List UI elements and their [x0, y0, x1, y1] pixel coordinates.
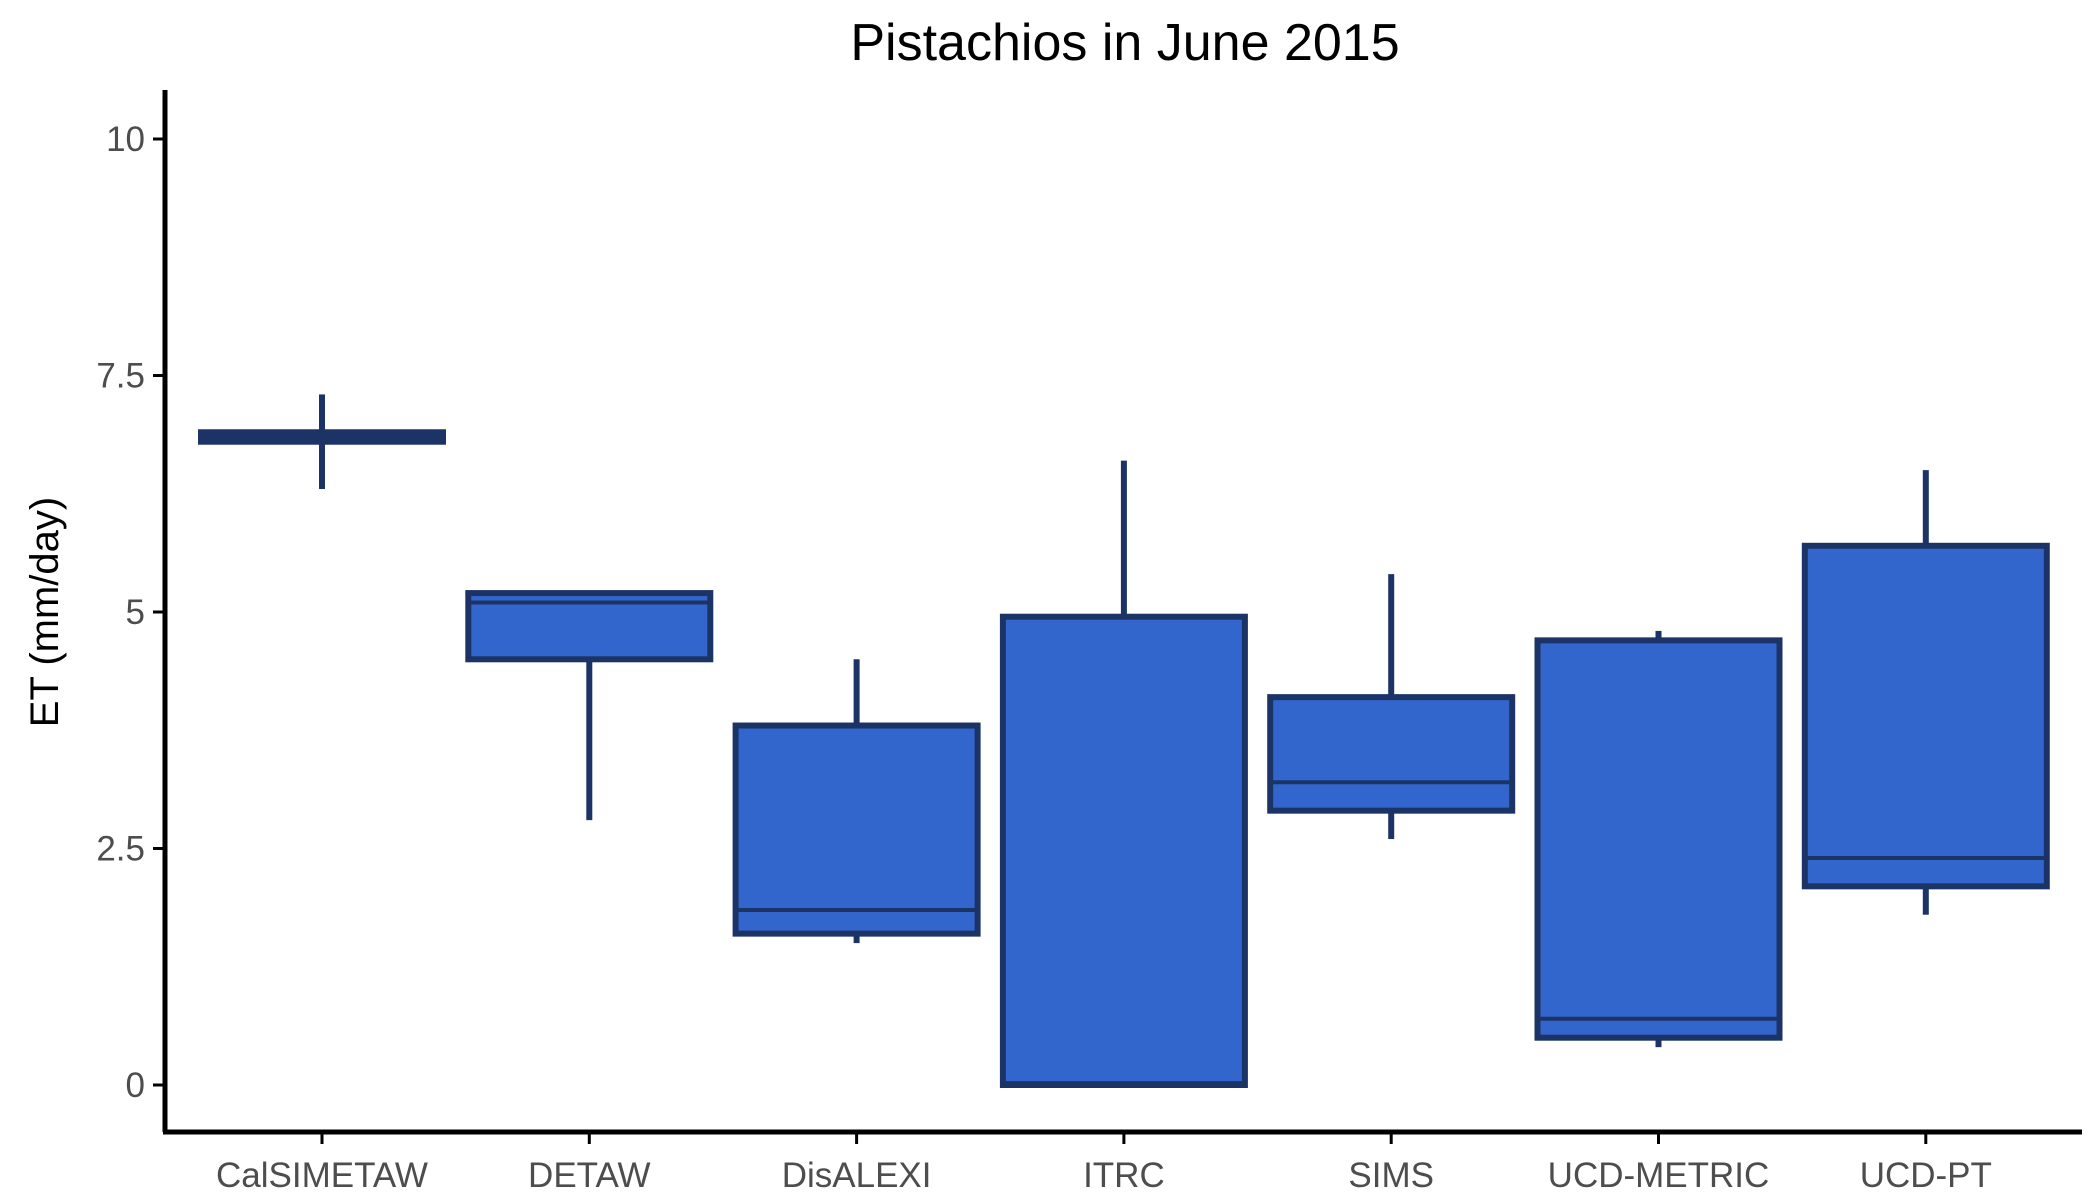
- x-tick-label: UCD-METRIC: [1548, 1156, 1770, 1195]
- box-body: [732, 722, 981, 937]
- x-tick-label: SIMS: [1348, 1156, 1434, 1195]
- x-tick-label: ITRC: [1083, 1156, 1165, 1195]
- x-tick-label: UCD-PT: [1860, 1156, 1992, 1195]
- y-tick-label: 10: [106, 120, 145, 159]
- y-tick-label: 5: [126, 593, 145, 632]
- box-group-calsimetaw: [198, 394, 446, 490]
- plot-area: [198, 394, 2050, 1088]
- y-tick-label: 2.5: [96, 830, 145, 869]
- box-group-disalexi: [732, 659, 981, 944]
- box-group-ucd-metric: [1534, 630, 1783, 1048]
- box-body: [1267, 694, 1516, 814]
- chart-title: Pistachios in June 2015: [850, 14, 1399, 72]
- box-body: [1534, 637, 1783, 1041]
- box-group-detaw: [465, 590, 714, 821]
- x-tick-label: DisALEXI: [782, 1156, 932, 1195]
- box-group-itrc: [999, 460, 1248, 1088]
- y-axis-title: ET (mm/day): [23, 497, 67, 727]
- x-tick-label: DETAW: [528, 1156, 650, 1195]
- box-group-sims: [1267, 574, 1516, 840]
- box-group-ucd-pt: [1801, 470, 2050, 915]
- y-tick-label: 7.5: [96, 357, 145, 396]
- box-body: [999, 613, 1248, 1088]
- x-tick-label: CalSIMETAW: [216, 1156, 428, 1195]
- box-body: [1801, 542, 2050, 890]
- y-tick-label: 0: [126, 1066, 145, 1105]
